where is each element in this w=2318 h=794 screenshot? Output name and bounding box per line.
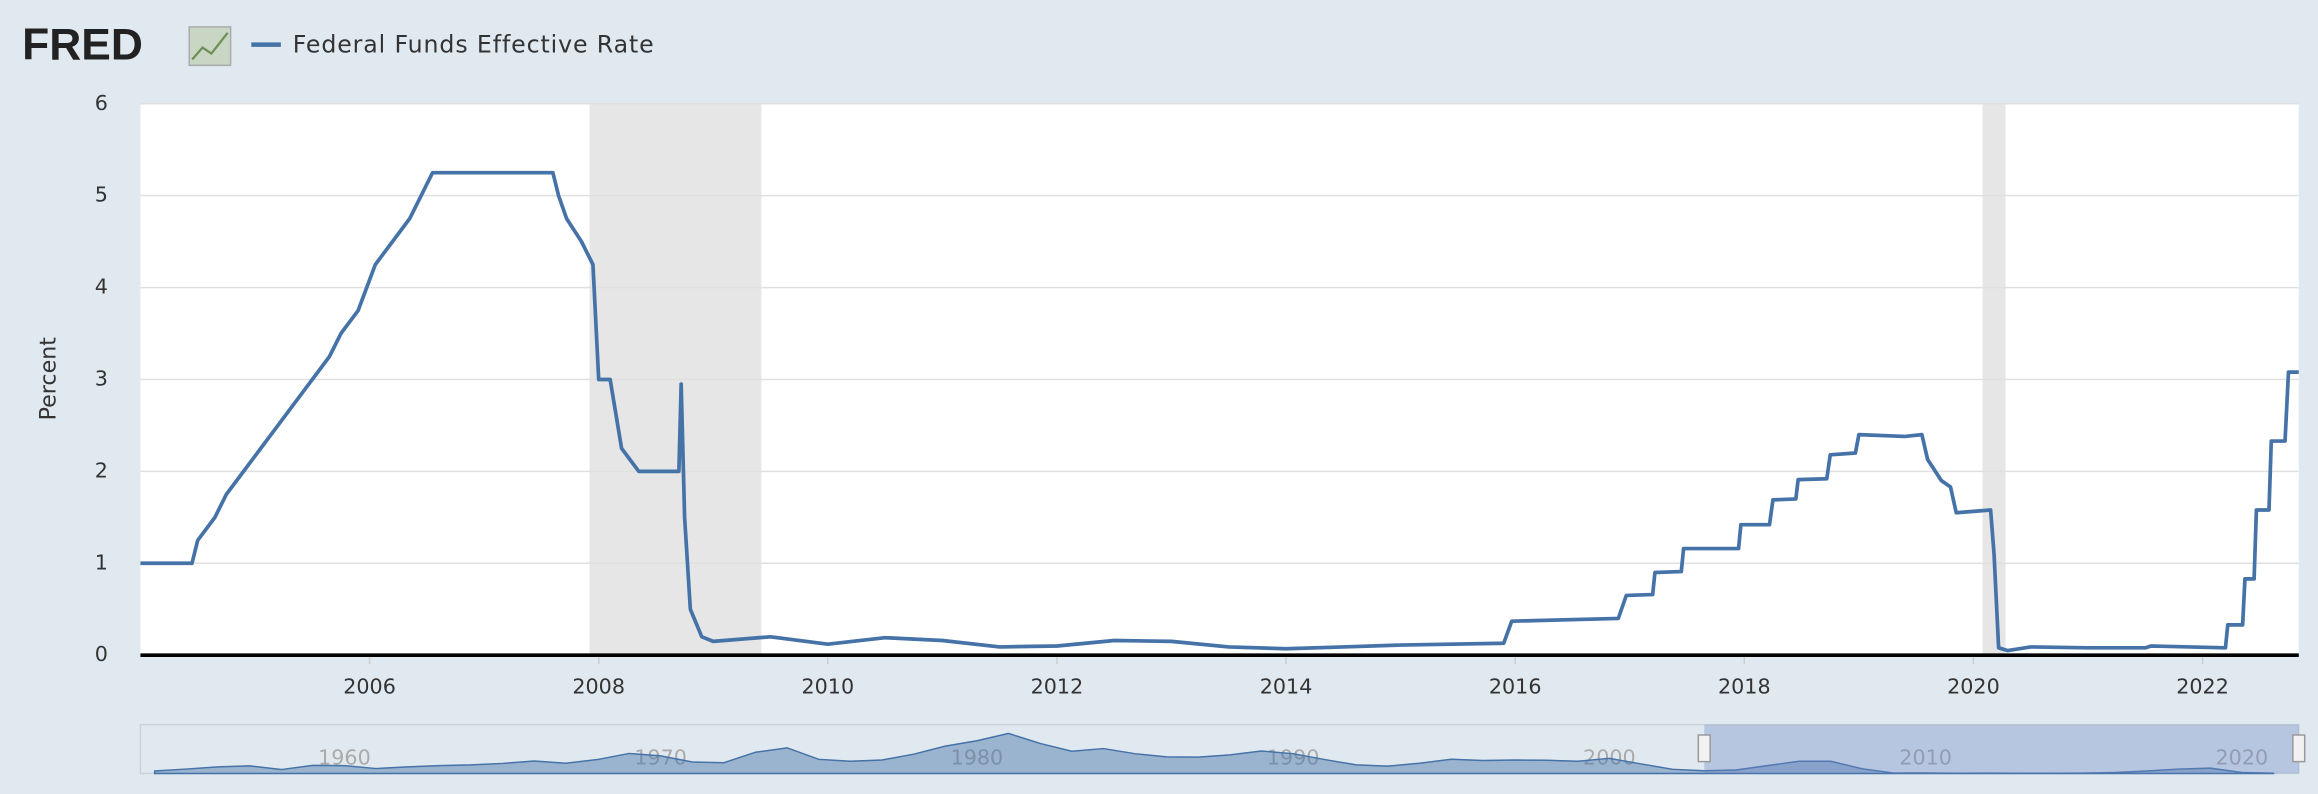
navigator-frame xyxy=(139,723,2300,775)
navigator-tick-label: 2010 xyxy=(1899,746,1952,770)
y-axis-label: Percent xyxy=(35,337,61,421)
x-tick-label: 2006 xyxy=(343,675,396,699)
x-tick-label: 2016 xyxy=(1489,675,1542,699)
navigator-handle[interactable] xyxy=(2292,734,2306,763)
y-tick-label: 1 xyxy=(95,550,108,574)
navigator-handle[interactable] xyxy=(1697,734,1711,763)
y-tick-label: 2 xyxy=(95,458,108,482)
y-tick-label: 3 xyxy=(95,366,108,390)
y-tick-label: 5 xyxy=(95,183,108,207)
logo: FRED xyxy=(22,20,143,69)
navigator-tick-label: 2020 xyxy=(2216,746,2269,770)
x-tick-label: 2010 xyxy=(801,675,854,699)
y-tick-label: 4 xyxy=(95,275,108,299)
navigator-tick-label: 1970 xyxy=(634,746,687,770)
data-line xyxy=(140,170,2299,653)
x-tick-label: 2008 xyxy=(572,675,625,699)
x-tick-label: 2020 xyxy=(1947,675,2000,699)
y-tick-label: 0 xyxy=(95,642,108,666)
navigator-selection xyxy=(1704,724,2299,774)
y-tick-label: 6 xyxy=(95,91,108,115)
navigator-area xyxy=(153,732,2275,775)
x-tick-label: 2018 xyxy=(1718,675,1771,699)
navigator-tick-label: 1980 xyxy=(951,746,1004,770)
legend-label: Federal Funds Effective Rate xyxy=(293,31,655,59)
x-tick-label: 2022 xyxy=(2176,675,2229,699)
x-tick-label: 2014 xyxy=(1260,675,1313,699)
logo-icon xyxy=(188,26,232,67)
logo-icon-line xyxy=(191,32,229,61)
x-tick-label: 2012 xyxy=(1031,675,1084,699)
